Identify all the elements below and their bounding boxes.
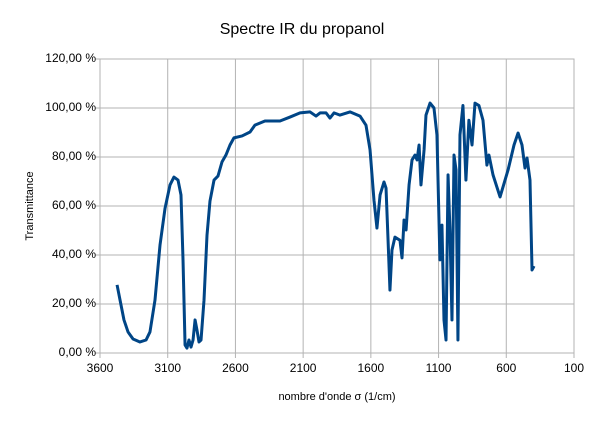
x-tick-label: 1100 — [426, 361, 452, 375]
chart-title: Spectre IR du propanol — [220, 21, 385, 38]
y-tick-label: 80,00 % — [52, 149, 96, 163]
y-tick-label: 40,00 % — [52, 247, 96, 261]
x-tick-label: 600 — [496, 361, 516, 375]
y-tick-label: 60,00 % — [52, 198, 96, 212]
plot-frame — [99, 58, 575, 354]
x-tick-label: 2600 — [222, 361, 249, 375]
x-tick-label: 2100 — [290, 361, 317, 375]
y-tick-label: 20,00 % — [52, 296, 96, 310]
x-tick-label: 3600 — [87, 361, 114, 375]
y-axis-title: Transmittance — [24, 171, 36, 240]
spectrum-line — [115, 101, 536, 350]
x-tick-label: 100 — [564, 361, 584, 375]
x-axis-title: nombre d'onde σ (1/cm) — [278, 391, 395, 403]
x-tick-label: 3100 — [154, 361, 181, 375]
y-tick-label: 120,00 % — [45, 51, 96, 65]
y-tick-label: 0,00 % — [59, 345, 97, 359]
y-tick-label: 100,00 % — [45, 100, 96, 114]
x-tick-label: 1600 — [358, 361, 385, 375]
